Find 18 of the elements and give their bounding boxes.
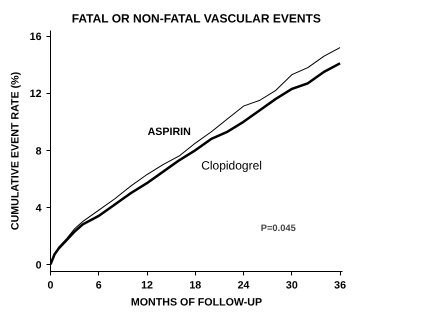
- x-axis-title: MONTHS OF FOLLOW-UP: [130, 296, 262, 308]
- x-tick-label: 0: [48, 280, 54, 292]
- x-tick-label: 30: [286, 280, 298, 292]
- y-tick-label: 16: [30, 31, 42, 44]
- series-label: Clopidogrel: [201, 158, 262, 172]
- series-label: ASPIRIN: [148, 126, 191, 138]
- y-tick-label: 4: [36, 202, 42, 214]
- x-tick-label: 6: [96, 280, 102, 292]
- x-tick-label: 12: [141, 280, 154, 292]
- annotation: P=0.045: [260, 222, 296, 233]
- y-tick-label: 12: [30, 88, 42, 100]
- y-tick-label: 8: [36, 145, 42, 158]
- x-tick-label: 18: [189, 280, 202, 292]
- chart-title: FATAL OR NON-FATAL VASCULAR EVENTS: [72, 12, 321, 26]
- y-tick-label: 0: [36, 259, 42, 272]
- x-tick-label: 24: [238, 280, 250, 292]
- x-tick-label: 36: [334, 280, 346, 292]
- y-axis-title: CUMULATIVE EVENT RATE (%): [10, 71, 22, 230]
